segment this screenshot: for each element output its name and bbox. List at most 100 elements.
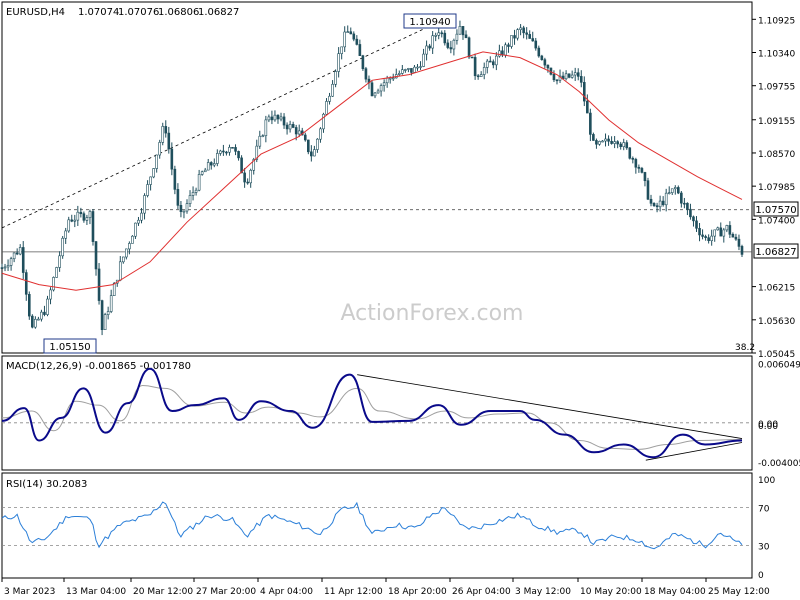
candle-body: [343, 31, 347, 48]
candle-body: [240, 157, 243, 174]
candle-body: [40, 311, 43, 320]
candle-body: [610, 140, 613, 144]
candle-body: [82, 213, 86, 221]
candle-body: [15, 252, 19, 255]
candle-body: [476, 75, 480, 78]
candle-body: [664, 192, 668, 206]
candle-body: [267, 116, 271, 121]
candle-body: [552, 74, 556, 81]
candle-body: [564, 73, 568, 80]
candle-body: [740, 246, 744, 255]
candle-body: [243, 172, 246, 183]
candle-body: [434, 35, 437, 37]
candle-body: [677, 187, 680, 194]
candle-body: [616, 141, 619, 145]
candle-body: [203, 169, 207, 173]
candle-body: [413, 66, 416, 73]
candle-body: [492, 61, 495, 66]
candle-body: [282, 116, 286, 126]
macd-tick-label: 0.00: [758, 422, 778, 432]
current-price-box: [753, 243, 799, 259]
candle-body: [643, 172, 647, 182]
candle-body: [222, 150, 225, 153]
price-pane: EURUSD,H4 1.07074 1.07076 1.06806 1.0682…: [0, 1, 799, 360]
time-tick-label: 20 Mar 12:00: [133, 587, 193, 597]
moving-average-line: [1, 51, 743, 291]
price-tick-label: 1.05630: [758, 317, 795, 327]
candle-body: [543, 59, 547, 66]
macd-tick-label: -0.004005: [758, 459, 800, 469]
chart-header-close: 1.06827: [198, 7, 239, 18]
current-price-label: 1.06827: [755, 247, 796, 258]
candle-body: [428, 45, 431, 49]
candle-body: [182, 210, 186, 213]
candle-body: [658, 200, 662, 208]
candle-body: [598, 141, 601, 145]
candle-body: [164, 126, 168, 134]
candle-body: [734, 236, 738, 240]
candle-body: [519, 27, 522, 30]
candle-body: [252, 159, 256, 171]
current-price-callout: 1.06827: [753, 243, 799, 259]
candle-body: [85, 217, 89, 221]
candle-body: [404, 69, 407, 71]
candle-body: [118, 261, 122, 281]
candle-body: [303, 134, 307, 141]
candle-body: [531, 38, 535, 42]
candle-body: [686, 202, 689, 210]
price-axis: 1.10925 1.10340 1.09755 1.09155 1.08570 1.079…: [752, 16, 795, 360]
rsi-axis: 100 70 30 0: [758, 476, 775, 581]
candle-body: [349, 31, 353, 35]
candle-body: [322, 113, 325, 130]
candle-body: [188, 195, 192, 204]
candle-body: [200, 171, 204, 175]
time-tick-label: 26 Apr 04:00: [452, 587, 511, 597]
candle-body: [525, 32, 528, 35]
candle-body: [225, 151, 228, 154]
candle-body: [488, 60, 492, 63]
candle-body: [388, 77, 392, 80]
candle-body: [573, 72, 577, 76]
candle-body: [479, 74, 483, 77]
macd-trendline: [645, 442, 743, 461]
candle-body: [373, 92, 377, 97]
candle-body: [673, 187, 677, 190]
candle-body: [237, 151, 240, 159]
candle-body: [167, 132, 171, 150]
candle-body: [140, 212, 143, 221]
candle-body: [316, 138, 319, 150]
candle-body: [206, 162, 210, 171]
candle-body: [592, 134, 595, 141]
candle-body: [361, 55, 365, 69]
candle-body: [482, 67, 486, 75]
candle-body: [452, 39, 456, 50]
candle-body: [410, 68, 413, 73]
candle-body: [385, 77, 389, 84]
candle-body: [27, 294, 31, 317]
candle-body: [128, 243, 131, 250]
candle-body: [701, 234, 704, 237]
candle-body: [307, 139, 310, 153]
candle-body: [261, 135, 265, 138]
candle-body: [683, 202, 686, 205]
candle-body: [528, 34, 532, 39]
candle-body: [695, 220, 698, 229]
candle-body: [422, 53, 425, 67]
candle-body: [416, 66, 419, 69]
candle-body: [622, 142, 626, 147]
candle-body: [586, 100, 589, 114]
candle-body: [355, 38, 359, 45]
candle-body: [212, 163, 216, 166]
candle-body: [6, 265, 10, 268]
candle-body: [576, 72, 580, 77]
peak-callout: 1.10940: [403, 13, 457, 29]
level-callout-label: 1.07570: [755, 205, 796, 216]
candle-body: [464, 34, 468, 39]
candle-body: [625, 142, 629, 149]
macd-pane: MACD(12,26,9) -0.001865 -0.001780 0.0060…: [1, 355, 800, 471]
candle-body: [158, 142, 162, 156]
candle-body: [100, 300, 104, 330]
candle-body: [334, 71, 337, 85]
candle-body: [376, 90, 380, 94]
candle-body: [161, 126, 165, 143]
